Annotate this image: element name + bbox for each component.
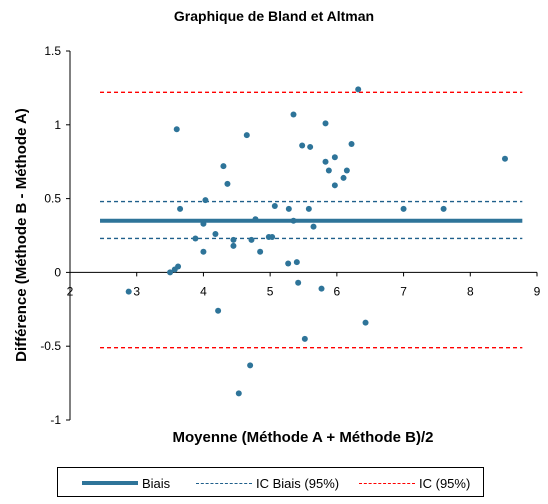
data-point: [173, 126, 180, 133]
y-tick-label: 1: [54, 118, 61, 132]
data-point: [215, 307, 222, 314]
legend-swatch-ic-biais: [196, 482, 252, 484]
y-tick-label: -1: [50, 413, 61, 427]
data-point: [230, 242, 237, 249]
y-tick-label: 1.5: [44, 44, 61, 58]
data-point: [269, 233, 276, 240]
legend-label: IC (95%): [419, 475, 471, 491]
legend-label: Biais: [142, 475, 171, 491]
data-point: [248, 236, 255, 243]
data-point: [355, 86, 362, 93]
data-point: [290, 217, 297, 224]
x-tick-label: 4: [200, 284, 207, 298]
data-point: [310, 223, 317, 230]
data-point: [125, 288, 132, 295]
x-tick-label: 2: [67, 284, 74, 298]
legend-label: IC Biais (95%): [256, 475, 340, 491]
data-point: [322, 120, 329, 127]
data-point: [285, 260, 292, 267]
legend-item-biais: Biais: [82, 474, 170, 492]
data-point: [271, 202, 278, 209]
data-point: [257, 248, 264, 255]
x-axis-title: Moyenne (Méthode A + Méthode B)/2: [173, 429, 434, 446]
data-point: [177, 205, 184, 212]
data-point: [175, 263, 182, 270]
data-point: [220, 163, 227, 170]
data-point: [301, 335, 308, 342]
legend-swatch-biais: [82, 481, 138, 485]
data-point: [325, 167, 332, 174]
data-point: [224, 180, 231, 187]
y-axis-title: Différence (Méthode B - Méthode A): [13, 108, 30, 362]
data-point: [331, 182, 338, 189]
x-tick-label: 8: [467, 284, 474, 298]
data-point: [307, 143, 314, 150]
data-point: [200, 220, 207, 227]
data-point: [293, 259, 300, 266]
data-point: [343, 167, 350, 174]
data-point: [230, 236, 237, 243]
data-point: [290, 111, 297, 118]
data-point: [192, 235, 199, 242]
data-point: [318, 285, 325, 292]
data-point: [299, 142, 306, 149]
data-point: [400, 205, 407, 212]
x-tick-label: 6: [334, 284, 341, 298]
legend-item-ic: IC (95%): [359, 474, 470, 492]
data-point: [331, 154, 338, 161]
y-tick-label: 0: [54, 265, 61, 279]
legend-item-ic-biais: IC Biais (95%): [196, 474, 339, 492]
data-point: [348, 140, 355, 147]
data-point: [295, 279, 302, 286]
data-point: [305, 205, 312, 212]
x-tick-label: 7: [400, 284, 407, 298]
legend-swatch-ic: [359, 482, 415, 484]
x-tick-label: 3: [133, 284, 140, 298]
data-point: [362, 319, 369, 326]
data-point: [440, 205, 447, 212]
data-point: [235, 390, 242, 397]
x-tick-label: 5: [267, 284, 274, 298]
data-point: [247, 362, 254, 369]
chart-title: Graphique de Bland et Altman: [173, 8, 375, 24]
chart-legend: Biais IC Biais (95%) IC (95%): [57, 467, 484, 497]
data-point: [243, 132, 250, 139]
data-point: [322, 158, 329, 165]
data-point: [202, 197, 209, 204]
y-tick-label: 0.5: [44, 192, 61, 206]
data-point: [340, 174, 347, 181]
data-point: [501, 155, 508, 162]
data-point: [212, 231, 219, 238]
data-point: [252, 216, 259, 223]
data-point: [285, 205, 292, 212]
data-point: [167, 269, 174, 276]
data-point: [200, 248, 207, 255]
y-tick-label: -0.5: [40, 339, 61, 353]
x-tick-label: 9: [534, 284, 541, 298]
